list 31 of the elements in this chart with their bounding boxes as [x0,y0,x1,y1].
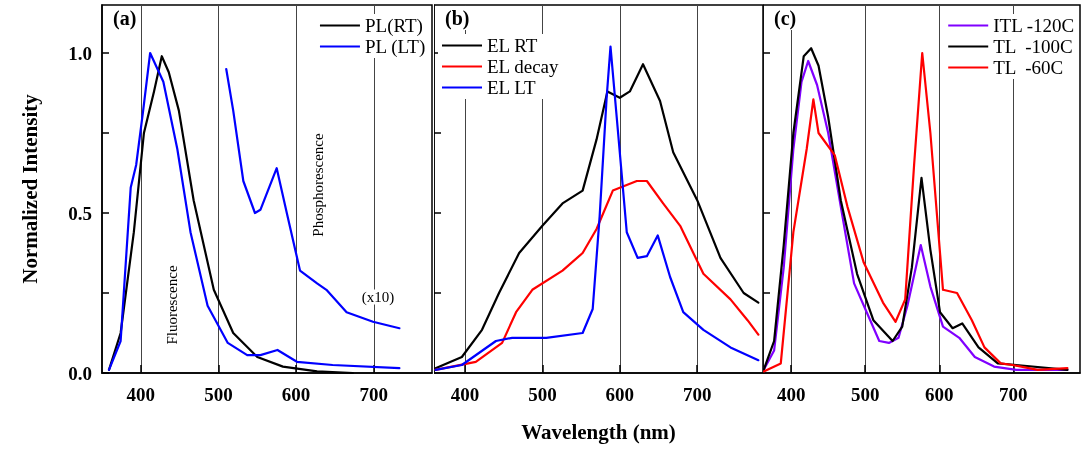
legend-label: TL -100C [993,36,1073,57]
x-tick-label: 500 [528,384,557,405]
annotation: (x10) [361,289,395,306]
chart-title: (c) [774,7,797,30]
x-tick-label: 700 [359,384,389,405]
chart-title: (b) [445,7,470,30]
x-tick-label: 600 [605,384,635,405]
annotation: Phosphorescence [310,133,326,237]
legend-label: EL RT [487,35,538,56]
x-tick-label: 600 [281,384,311,405]
y-tick-label: 0.0 [68,362,92,384]
y-axis-title: Normalized Intensity [17,93,42,284]
x-tick-label: 600 [925,384,954,405]
legend-label: PL(RT) [364,15,423,37]
chart-title: (a) [113,7,137,30]
x-tick-label: 400 [450,384,480,405]
legend-label: ITL -120C [993,15,1075,36]
legend-label: EL LT [487,77,537,98]
y-tick-label: 0.5 [68,202,92,224]
legend-label: EL decay [487,56,560,77]
y-tick-label: 1.0 [68,42,92,64]
x-tick-label: 400 [126,384,156,405]
legend-label: TL -60C [993,57,1064,78]
annotation: Fluorescence [164,265,180,345]
x-axis-title: Wavelength (nm) [521,419,676,444]
x-tick-label: 700 [682,384,712,405]
x-tick-label: 400 [776,384,806,405]
x-tick-label: 500 [850,384,880,405]
x-tick-label: 500 [204,384,233,405]
x-tick-label: 700 [999,384,1028,405]
legend-label: PL (LT) [364,36,426,58]
